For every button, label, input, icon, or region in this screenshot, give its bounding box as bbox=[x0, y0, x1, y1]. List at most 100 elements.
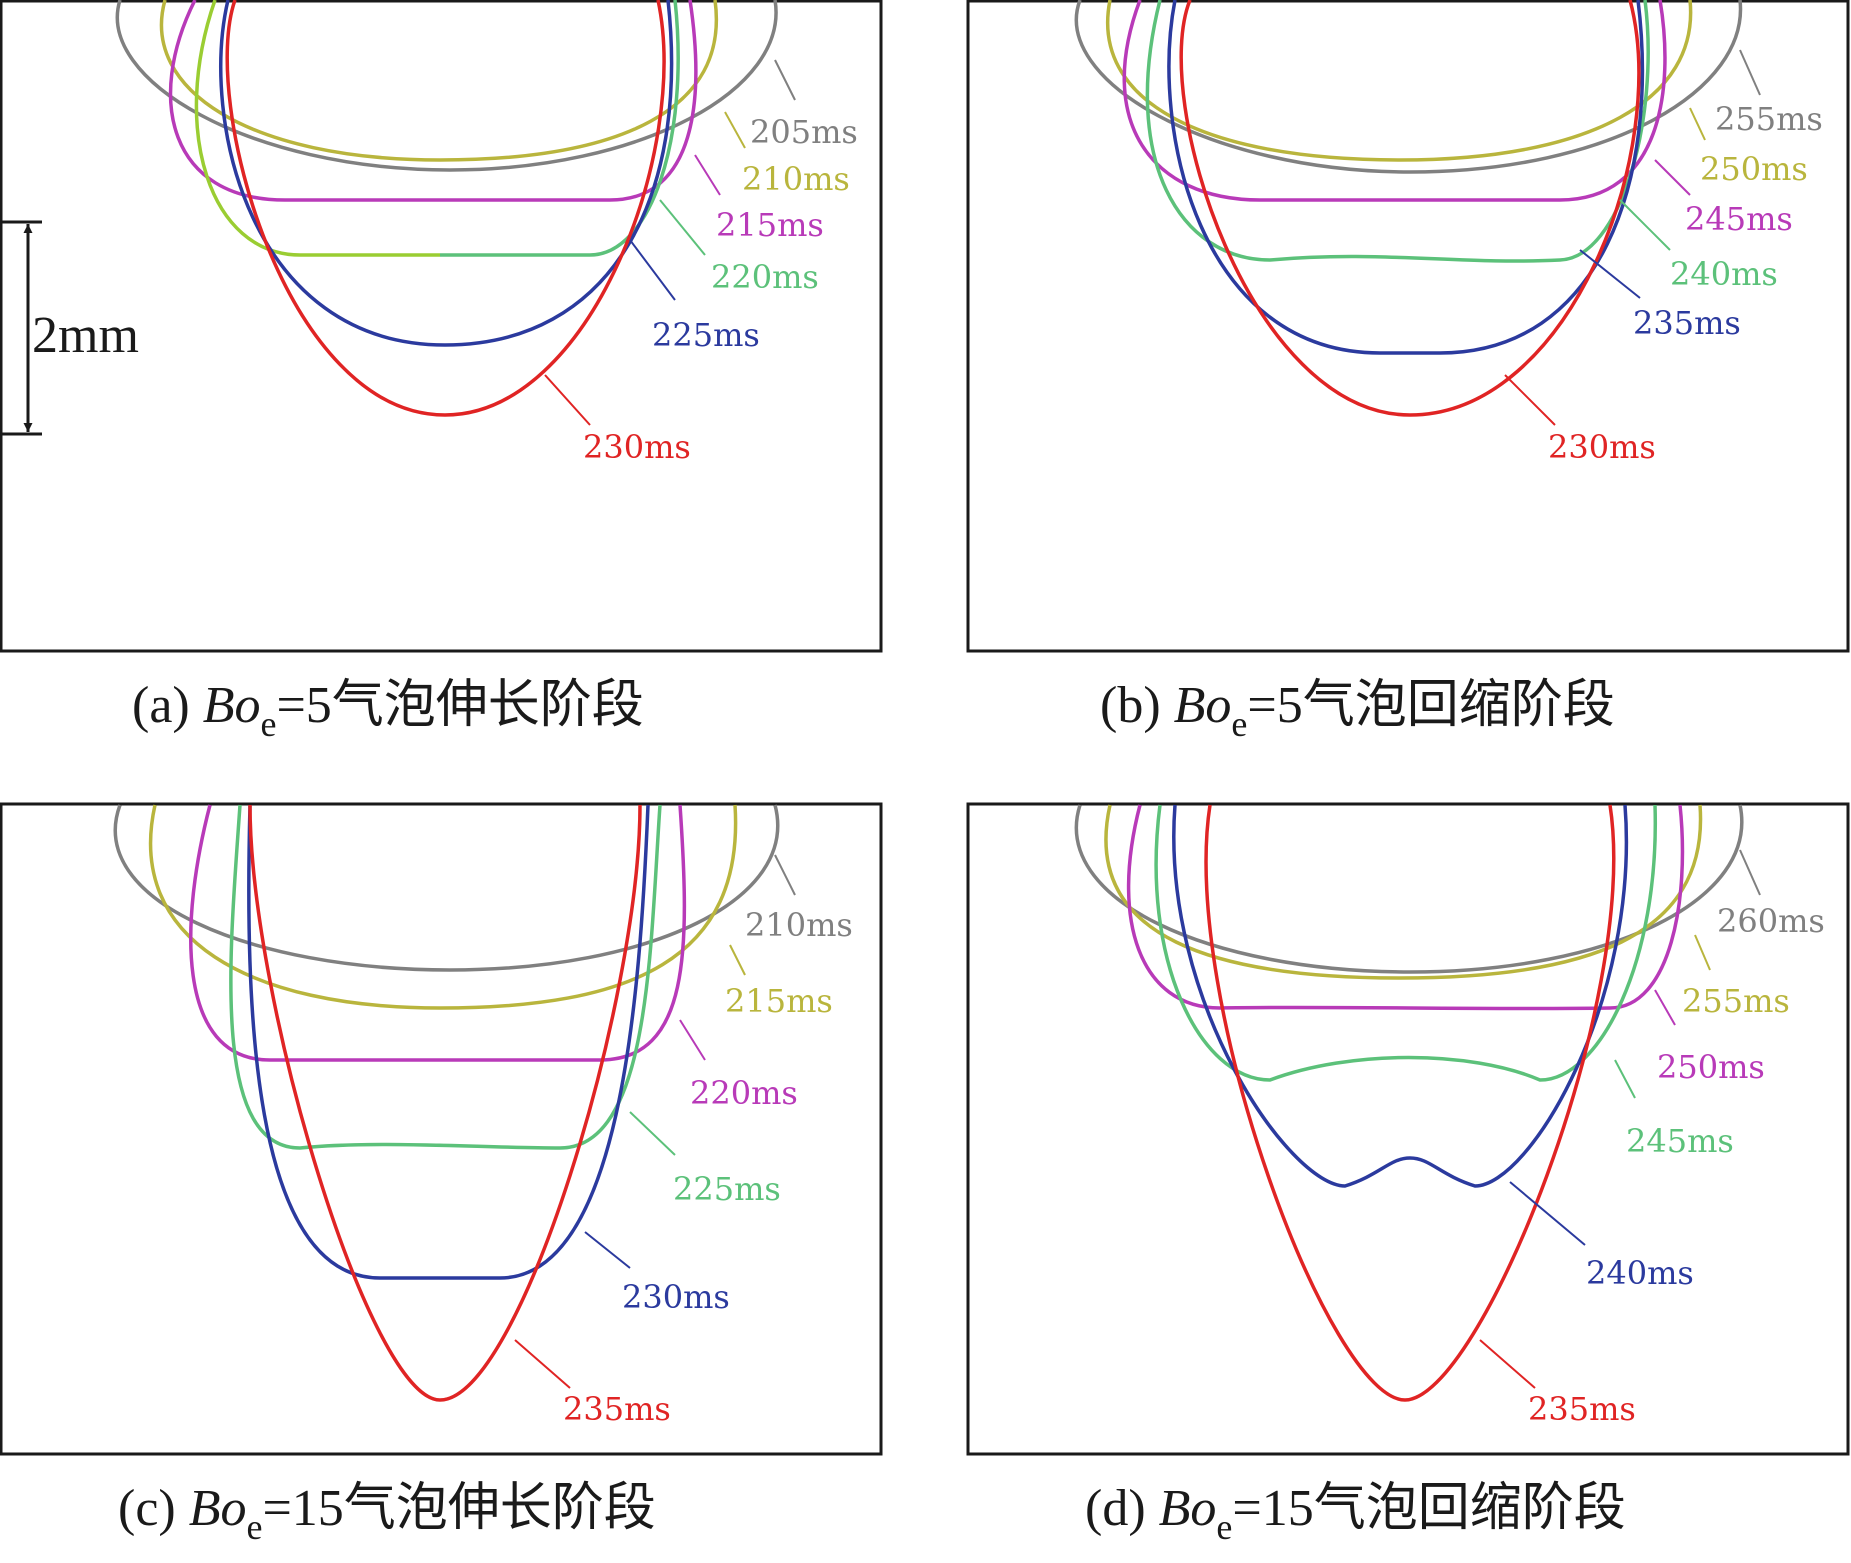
time-label: 235ms bbox=[1633, 304, 1741, 342]
caption-letter: (d) bbox=[1085, 1480, 1159, 1537]
time-label: 250ms bbox=[1700, 150, 1808, 188]
leader-line bbox=[629, 1111, 676, 1156]
leader-line bbox=[1654, 989, 1676, 1026]
caption-description: =15气泡回缩阶段 bbox=[1232, 1480, 1625, 1537]
leader-line bbox=[1509, 1181, 1586, 1246]
bubble-contour bbox=[1145, 0, 1650, 263]
time-label: 245ms bbox=[1685, 200, 1793, 238]
leader-line bbox=[544, 374, 591, 426]
leader-line bbox=[584, 1231, 631, 1269]
bubble-contour bbox=[194, 0, 440, 257]
bubble-contour bbox=[168, 0, 698, 202]
caption-subscript: e bbox=[246, 1507, 262, 1547]
leader-line bbox=[629, 239, 676, 301]
bubble-contour bbox=[148, 804, 738, 1010]
leader-line bbox=[1694, 934, 1711, 971]
bubble-contour bbox=[247, 804, 650, 1280]
caption-letter: (b) bbox=[1100, 677, 1174, 734]
caption-subscript: e bbox=[1216, 1507, 1232, 1547]
bubble-contour bbox=[1204, 804, 1616, 1402]
time-label: 225ms bbox=[652, 316, 760, 354]
leader-line bbox=[1739, 849, 1761, 896]
bubble-contour bbox=[1106, 0, 1693, 162]
panel-c: 210ms 215ms 220ms 225ms 230ms 235ms bbox=[0, 802, 883, 1456]
caption-description: =5气泡伸长阶段 bbox=[276, 677, 643, 734]
scale-bar-label: 2mm bbox=[32, 307, 139, 364]
time-label: 220ms bbox=[711, 258, 819, 296]
caption-variable: Bo bbox=[189, 1480, 247, 1537]
time-label: 210ms bbox=[742, 160, 850, 198]
time-label: 260ms bbox=[1717, 902, 1825, 940]
bubble-contour bbox=[440, 0, 680, 257]
bubble-contour bbox=[115, 0, 778, 172]
time-label: 230ms bbox=[583, 428, 691, 466]
bubble-contour bbox=[248, 804, 642, 1402]
caption-variable: Bo bbox=[203, 677, 261, 734]
bubble-contour bbox=[1074, 804, 1744, 974]
time-label: 250ms bbox=[1657, 1048, 1765, 1086]
leader-line bbox=[1739, 49, 1761, 96]
leader-line bbox=[679, 1019, 706, 1061]
bubble-contour bbox=[159, 0, 719, 162]
time-label: 235ms bbox=[1528, 1390, 1636, 1428]
leader-line bbox=[1579, 249, 1641, 299]
panel-d-caption: (d) Boe=15气泡回缩阶段 bbox=[1085, 1480, 1626, 1547]
panel-d: 260ms 255ms 250ms 245ms 240ms 235ms bbox=[966, 802, 1850, 1456]
leader-line bbox=[774, 854, 796, 896]
leader-line bbox=[659, 199, 706, 256]
time-label: 235ms bbox=[563, 1390, 671, 1428]
time-label: 210ms bbox=[745, 906, 853, 944]
time-label: 230ms bbox=[622, 1278, 730, 1316]
bubble-contour bbox=[1167, 0, 1645, 355]
panel-a-frame bbox=[0, 0, 883, 653]
bubble-contour bbox=[1074, 0, 1743, 174]
leader-line bbox=[1689, 107, 1706, 141]
caption-description: =5气泡回缩阶段 bbox=[1247, 677, 1614, 734]
caption-variable: Bo bbox=[1174, 677, 1232, 734]
time-label: 230ms bbox=[1548, 428, 1656, 466]
time-label: 215ms bbox=[725, 982, 833, 1020]
time-label: 205ms bbox=[750, 113, 858, 151]
time-label: 225ms bbox=[673, 1170, 781, 1208]
bubble-contour bbox=[1179, 0, 1641, 417]
time-label: 255ms bbox=[1715, 100, 1823, 138]
panel-a-caption: (a) Boe=5气泡伸长阶段 bbox=[132, 677, 644, 744]
leader-line bbox=[774, 59, 796, 101]
caption-subscript: e bbox=[1231, 704, 1247, 744]
leader-line bbox=[514, 1339, 571, 1389]
leader-line bbox=[1614, 1059, 1636, 1099]
bubble-contour bbox=[229, 804, 662, 1150]
leader-line bbox=[1504, 374, 1556, 426]
caption-letter: (a) bbox=[132, 677, 203, 734]
leader-line bbox=[694, 154, 721, 196]
caption-letter: (c) bbox=[118, 1480, 189, 1537]
time-label: 245ms bbox=[1626, 1122, 1734, 1160]
panel-c-frame bbox=[0, 802, 883, 1456]
panel-b: 255ms 250ms 245ms 240ms 235ms 230ms bbox=[966, 0, 1850, 653]
panel-b-caption: (b) Boe=5气泡回缩阶段 bbox=[1100, 677, 1615, 744]
bubble-contour bbox=[1126, 804, 1685, 1011]
leader-line bbox=[1654, 159, 1691, 196]
bubble-contour bbox=[219, 0, 674, 347]
bubble-contour bbox=[189, 804, 687, 1062]
time-label: 240ms bbox=[1586, 1254, 1694, 1292]
leader-line bbox=[1619, 199, 1671, 251]
caption-variable: Bo bbox=[1159, 1480, 1217, 1537]
bubble-contour bbox=[225, 0, 666, 417]
panel-b-frame bbox=[966, 0, 1850, 653]
panel-a: 205ms 210ms 215ms 220ms 225ms 230ms 2mm bbox=[0, 0, 883, 653]
bubble-contour bbox=[113, 804, 780, 972]
bubble-contour bbox=[1122, 0, 1667, 202]
leader-line bbox=[729, 944, 746, 976]
scale-bar: 2mm bbox=[0, 220, 139, 436]
leader-line bbox=[1479, 1339, 1536, 1389]
caption-description: =15气泡伸长阶段 bbox=[262, 1480, 655, 1537]
time-label: 220ms bbox=[690, 1074, 798, 1112]
caption-subscript: e bbox=[260, 704, 276, 744]
time-label: 255ms bbox=[1682, 982, 1790, 1020]
panel-d-frame bbox=[966, 802, 1850, 1456]
time-label: 240ms bbox=[1670, 255, 1778, 293]
leader-line bbox=[724, 111, 746, 149]
bubble-contour bbox=[1172, 804, 1629, 1188]
